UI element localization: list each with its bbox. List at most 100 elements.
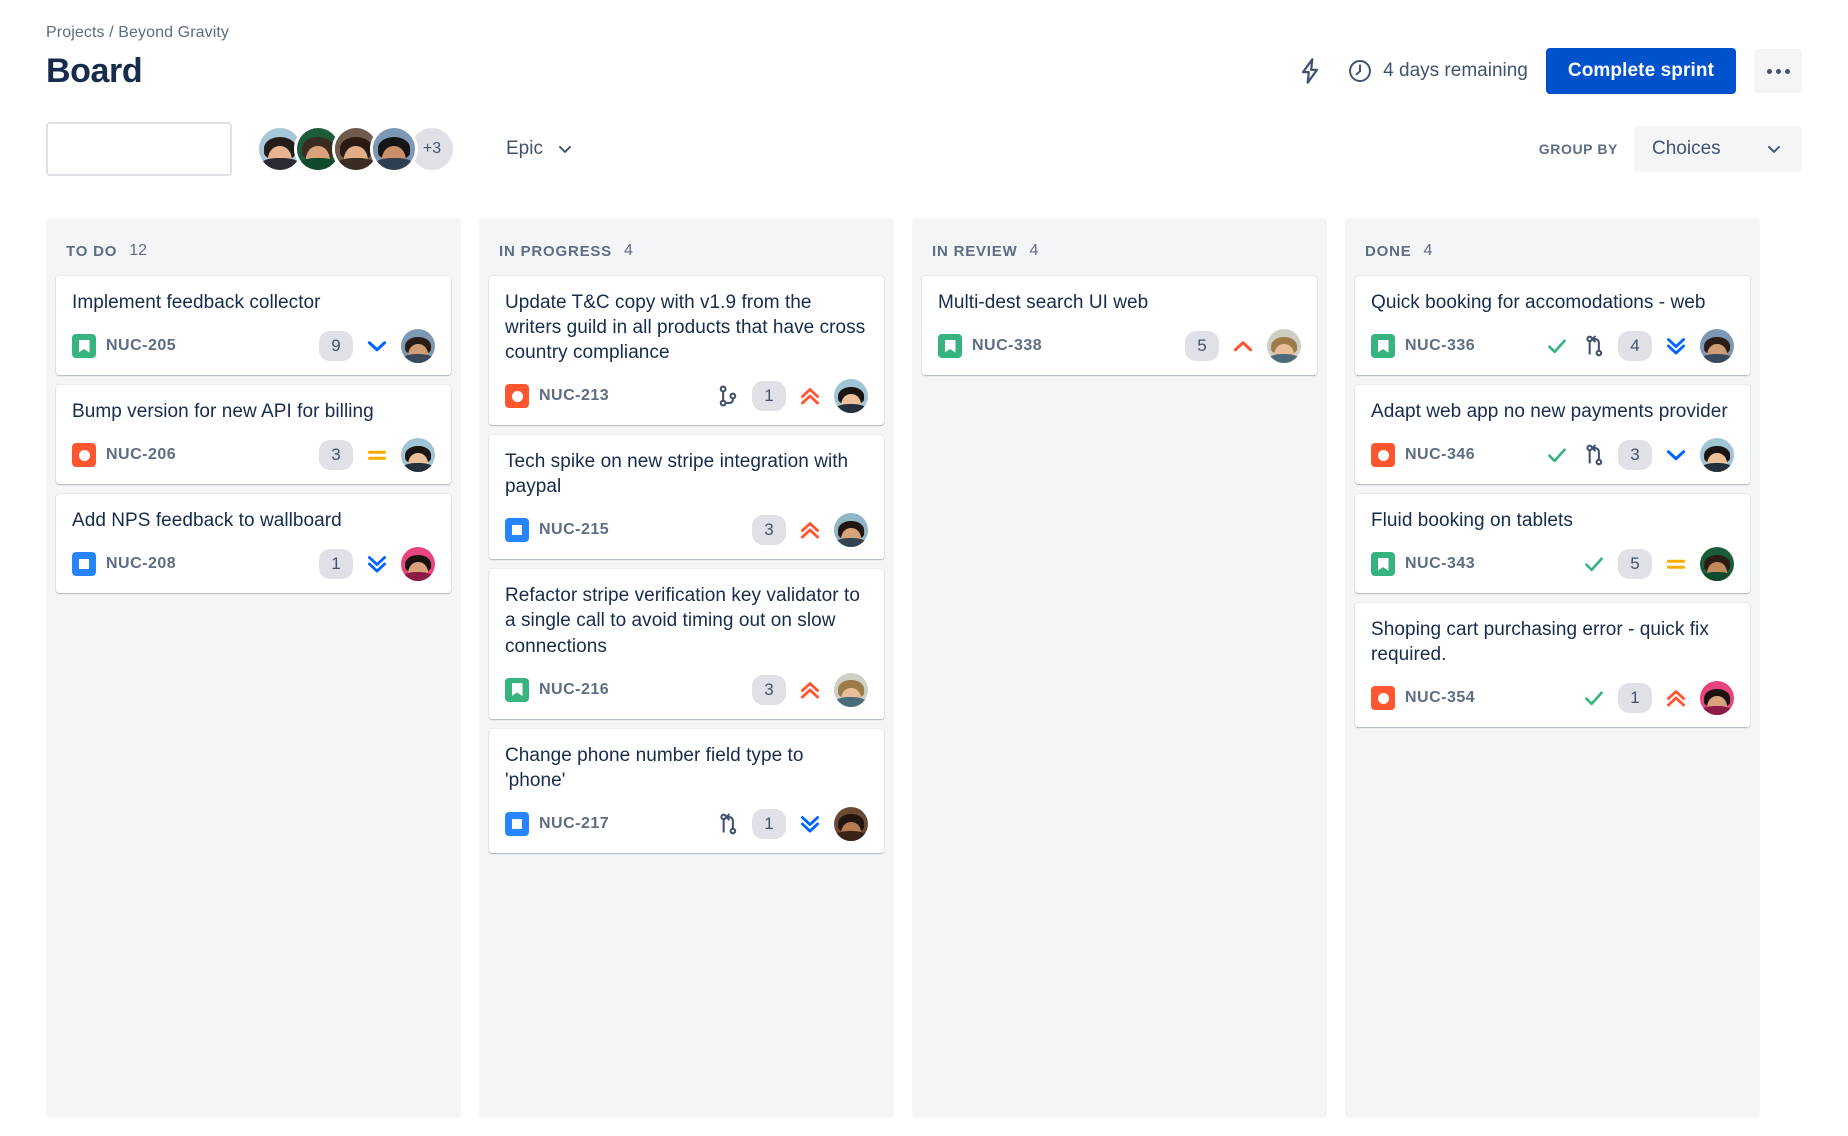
issue-card[interactable]: Change phone number field type to 'phone… [489,728,884,853]
days-remaining-label: 4 days remaining [1383,60,1528,81]
clock-icon [1349,60,1372,82]
pull-request-icon [1586,335,1603,357]
issue-card[interactable]: Implement feedback collector NUC-205 9 [56,276,451,376]
issue-card[interactable]: Update T&C copy with v1.9 from the write… [489,276,884,426]
priority-high-icon [1233,341,1253,352]
pull-request-icon[interactable] [715,811,741,837]
issue-title: Bump version for new API for billing [72,401,374,423]
issue-key[interactable]: NUC-338 [938,334,1043,359]
avatar[interactable] [1700,438,1734,473]
epic-filter-dropdown[interactable]: Epic [496,130,585,168]
avatar[interactable] [401,329,435,364]
issue-key[interactable]: NUC-216 [505,677,609,702]
issue-key[interactable]: NUC-336 [1371,334,1475,359]
story-points-badge: 1 [752,808,786,839]
issue-type-bug-icon [505,384,529,409]
pull-request-icon[interactable] [1581,333,1607,359]
epic-filter-label: Epic [506,138,543,159]
done-check-icon [1585,557,1603,572]
avatar[interactable] [834,379,868,414]
issue-card[interactable]: Fluid booking on tablets NUC-343 5 [1355,494,1750,594]
search-input[interactable] [60,140,267,158]
avatar[interactable] [834,672,868,707]
issue-card[interactable]: Bump version for new API for billing NUC-… [56,385,451,485]
branch-icon[interactable] [715,383,741,409]
issue-card[interactable]: Shoping cart purchasing error - quick fi… [1355,603,1750,728]
priority-icon [1230,333,1256,359]
priority-lowest-icon [801,815,819,833]
issue-meta-row: NUC-205 9 [72,329,435,364]
issue-key[interactable]: NUC-213 [505,384,609,409]
issue-title: Quick booking for accomodations - web [1371,292,1706,313]
breadcrumb[interactable]: Projects / Beyond Gravity [46,24,230,41]
lightning-bolt-icon[interactable] [1291,52,1329,90]
priority-icon [364,333,390,359]
assignee-avatar-group[interactable]: +3 [256,125,456,173]
priority-icon [797,677,823,703]
avatar[interactable] [1700,547,1734,582]
issue-key[interactable]: NUC-354 [1371,686,1475,711]
issue-type-bug-icon [1371,443,1395,468]
issue-meta-row: NUC-336 4 [1371,329,1734,364]
done-check-icon [1544,333,1570,359]
complete-sprint-button[interactable]: Complete sprint [1545,48,1736,94]
issue-key[interactable]: NUC-205 [72,334,177,359]
issue-meta-row: NUC-346 3 [1371,438,1734,473]
priority-highest-icon [801,522,819,539]
search-box[interactable] [46,122,267,176]
issue-key[interactable]: NUC-206 [72,443,176,468]
column-header: DONE 4 [1355,228,1750,276]
avatar[interactable] [332,125,380,173]
avatar[interactable] [1700,681,1734,716]
dot [1775,68,1781,74]
chevron-down-icon [559,145,571,153]
avatar[interactable] [401,438,435,473]
issue-card[interactable]: Adapt web app no new payments provider NU… [1355,385,1750,485]
issue-key[interactable]: NUC-217 [505,811,609,836]
pull-request-icon[interactable] [1581,442,1607,468]
avatar[interactable] [1700,329,1734,364]
issue-meta-row: NUC-208 1 [72,547,435,582]
column-inreview: IN REVIEW 4 Multi-dest search UI web NUC-33… [912,218,1327,1118]
priority-medium-icon [1666,560,1686,570]
issue-card[interactable]: Tech spike on new stripe integration wit… [489,435,884,560]
priority-icon [364,551,390,577]
more-actions-button[interactable] [1754,49,1802,93]
column-count: 4 [1029,242,1039,259]
priority-low-icon [367,341,387,352]
story-points-badge: 1 [752,381,786,412]
avatar[interactable] [401,547,435,582]
priority-lowest-icon [1667,338,1685,355]
done-check-icon [1548,339,1566,354]
dot [1784,68,1790,74]
issue-key[interactable]: NUC-343 [1371,552,1475,577]
avatar[interactable] [370,125,418,173]
group-by-dropdown[interactable]: Choices [1634,126,1802,172]
issue-key-label: NUC-338 [972,337,1043,355]
issue-type-story-icon [1371,334,1395,359]
group-by-value: Choices [1652,138,1721,159]
done-check-icon [1585,691,1603,706]
avatar[interactable] [834,806,868,841]
issue-card[interactable]: Quick booking for accomodations - web NUC… [1355,276,1750,376]
issue-key[interactable]: NUC-215 [505,518,609,543]
story-points-badge: 9 [319,331,353,362]
issue-title: Change phone number field type to 'phone… [505,744,804,791]
pull-request-icon [1586,444,1603,466]
issue-card[interactable]: Multi-dest search UI web NUC-338 5 [922,276,1317,376]
issue-key-label: NUC-205 [106,337,177,355]
page-title: Board [46,51,143,90]
issue-key[interactable]: NUC-208 [72,552,176,577]
issue-key-label: NUC-346 [1405,446,1476,464]
story-points-badge: 1 [1618,683,1652,714]
issue-card[interactable]: Add NPS feedback to wallboard NUC-208 1 [56,494,451,594]
issue-title: Tech spike on new stripe integration wit… [505,451,849,498]
issue-title: Fluid booking on tablets [1371,510,1573,532]
avatar[interactable] [834,513,868,548]
issue-type-task-icon [505,811,529,836]
issue-type-task-icon [505,518,529,543]
column-title: DONE [1365,242,1412,260]
avatar[interactable] [1267,329,1301,364]
issue-key[interactable]: NUC-346 [1371,443,1476,468]
issue-card[interactable]: Refactor stripe verification key validat… [489,569,884,719]
